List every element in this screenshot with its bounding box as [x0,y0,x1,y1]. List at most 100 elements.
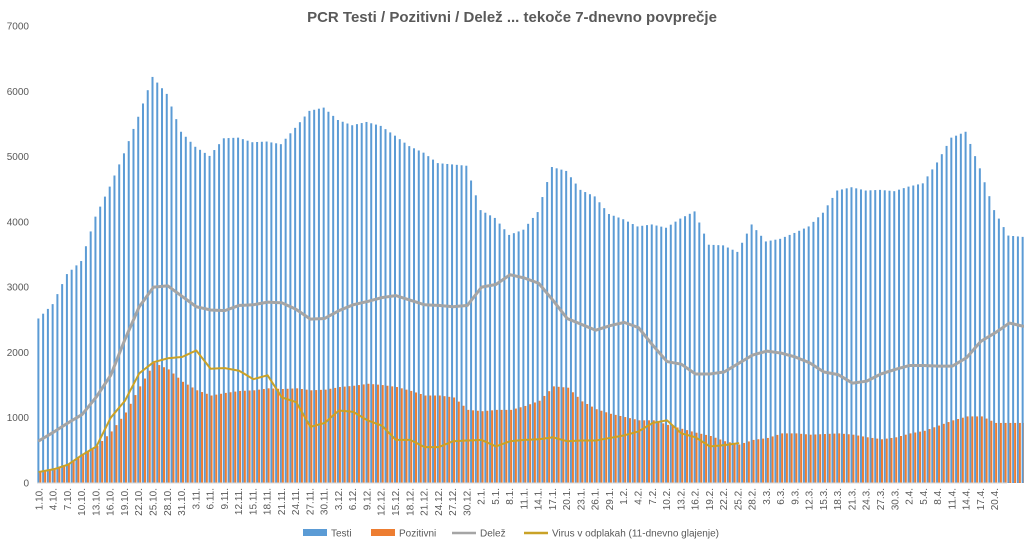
bar-testi [869,190,872,484]
y-tick-label: 7000 [7,22,30,33]
bar-testi [817,217,820,483]
bar-pozitivni [880,439,883,483]
x-tick-label: 6.12. [348,488,359,510]
bar-testi [888,190,891,484]
x-tick-label: 4.2. [633,488,644,505]
bar-pozitivni [747,441,750,483]
bar-testi [99,206,102,483]
bar-testi [821,212,824,483]
bar-pozitivni [220,393,223,483]
bar-pozitivni [163,367,166,483]
bar-testi [603,208,606,483]
bar-testi [165,93,168,483]
x-tick-label: 13.10. [91,488,102,516]
bar-pozitivni [476,410,479,483]
bar-pozitivni [67,464,70,483]
bar-testi [974,156,977,484]
bar-testi [964,131,967,483]
x-tick-label: 8.1. [505,488,516,505]
x-tick-label: 1.10. [34,488,45,510]
bar-pozitivni [410,390,413,483]
bar-testi [427,156,430,484]
x-tick-label: 5.4. [919,488,930,505]
bar-testi [303,116,306,483]
bar-testi [327,111,330,483]
y-axis: 0 1000 2000 3000 4000 5000 6000 7000 [7,22,30,490]
bar-testi [579,189,582,484]
bar-testi [560,169,563,483]
bar-pozitivni [733,443,736,483]
bar-testi [917,184,920,483]
bar-testi [113,175,116,484]
bar-pozitivni [676,427,679,483]
bar-testi [498,223,501,484]
bar-testi [241,139,244,483]
bar-testi [379,125,382,483]
bar-pozitivni [819,434,822,483]
bar-pozitivni [372,384,375,483]
bar-pozitivni [44,471,47,483]
bar-testi [931,169,934,483]
x-tick-label: 20.1. [562,488,573,510]
bar-pozitivni [533,402,536,483]
bar-testi [508,234,511,483]
bar-pozitivni [348,386,351,483]
bar-testi [755,230,758,483]
bar-pozitivni [101,440,104,483]
bar-pozitivni [800,433,803,483]
bar-pozitivni [343,386,346,483]
x-tick-label: 6.11. [206,488,217,510]
bar-testi [465,165,468,483]
bar-pozitivni [605,412,608,483]
bar-pozitivni [120,418,123,483]
bar-testi [436,163,439,483]
x-tick-label: 27.3. [876,488,887,510]
x-tick-label: 9.3. [790,488,801,505]
bar-pozitivni [182,381,185,483]
bar-testi [631,224,634,484]
bar-testi [493,217,496,483]
bar-pozitivni [172,373,175,483]
x-tick-label: 27.11. [305,488,316,515]
bar-pozitivni [277,388,280,483]
bar-pozitivni [776,434,779,483]
x-tick-label: 1.2. [619,488,630,505]
bar-pozitivni [305,389,308,483]
bar-pozitivni [743,442,746,483]
bar-testi [855,188,858,483]
bar-testi [275,143,278,483]
bar-pozitivni [400,388,403,483]
bar-pozitivni [229,392,232,483]
bar-testi [61,284,64,483]
bar-testi [89,231,92,483]
bar-pozitivni [838,433,841,483]
bar-pozitivni [296,388,299,483]
x-tick-label: 14.4. [962,488,973,510]
bar-testi [674,221,677,483]
bar-testi [607,214,610,483]
bar-pozitivni [310,390,313,483]
bar-pozitivni [253,390,256,483]
line-series [37,273,1024,473]
bar-testi [479,210,482,483]
bar-testi [137,116,140,484]
bar-pozitivni [234,391,237,483]
bar-pozitivni [842,433,845,483]
bar-pozitivni [667,424,670,483]
bar-testi [807,226,810,484]
bar-pozitivni [115,425,118,483]
bar-testi [726,247,729,483]
bar-pozitivni [614,414,617,483]
bar-testi [413,148,416,483]
bar-testi [802,228,805,483]
bar-testi [1007,235,1010,483]
x-tick-label: 22.10. [134,488,145,516]
bar-pozitivni [681,428,684,483]
bar-pozitivni [724,441,727,483]
bar-pozitivni [291,388,294,483]
bar-pozitivni [391,386,394,483]
bar-pozitivni [224,392,227,483]
bar-testi [203,152,206,484]
bar-testi [108,186,111,484]
bar-testi [180,131,183,483]
